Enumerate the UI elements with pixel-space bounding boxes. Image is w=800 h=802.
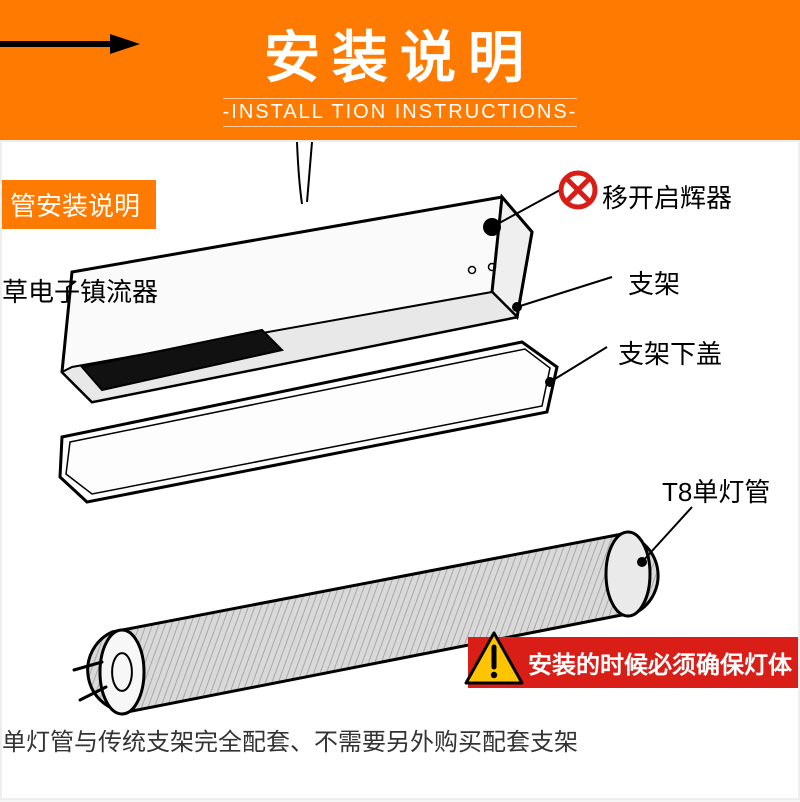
arrow-right-icon [0,34,140,54]
header-title: 安装说明 [264,13,536,94]
warning-icon [464,631,524,687]
warning-bar: 安装的时候必须确保灯体 [468,637,798,688]
footer-note: 单灯管与传统支架完全配套、不需要另外购买配套支架 [2,722,578,757]
label-starter: 移开启辉器 [602,178,732,215]
label-ballast: 草电子镇流器 [2,272,158,309]
header-subtitle: -INSTALL TION INSTRUCTIONS- [223,98,578,127]
label-tube: T8单灯管 [662,472,770,509]
label-bottom-cover: 支架下盖 [618,334,722,371]
label-bracket: 支架 [628,264,680,301]
warning-text: 安装的时候必须确保灯体 [528,652,792,679]
